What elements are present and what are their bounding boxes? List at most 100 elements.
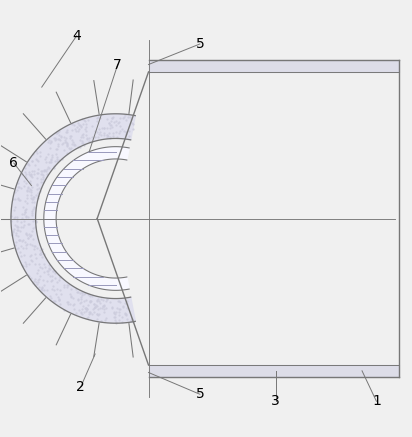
Point xyxy=(15,223,22,230)
Point xyxy=(23,192,30,199)
Point xyxy=(128,318,135,325)
Point xyxy=(22,239,28,246)
Point xyxy=(101,132,108,139)
Point xyxy=(21,165,28,172)
Point xyxy=(33,181,40,188)
Point xyxy=(52,275,59,282)
Point xyxy=(31,277,37,284)
Point xyxy=(51,287,57,294)
Point xyxy=(88,298,95,305)
Point xyxy=(119,125,125,132)
Point xyxy=(100,302,106,309)
Point xyxy=(26,162,32,169)
Point xyxy=(94,128,101,135)
Point xyxy=(9,230,16,237)
Point xyxy=(124,301,131,308)
Point xyxy=(111,310,117,317)
Point xyxy=(46,265,53,272)
Point xyxy=(106,119,112,126)
Point xyxy=(59,156,65,163)
Point xyxy=(117,114,123,121)
Point xyxy=(28,208,35,215)
Point xyxy=(34,175,40,182)
Point xyxy=(54,156,61,163)
Point xyxy=(24,241,31,248)
Point xyxy=(37,272,43,279)
Point xyxy=(32,251,38,258)
Point xyxy=(28,171,35,178)
Point xyxy=(80,141,87,148)
Point xyxy=(91,128,98,135)
Point xyxy=(84,117,91,124)
Point xyxy=(122,116,129,123)
Point xyxy=(40,173,47,180)
Point xyxy=(36,247,43,254)
Point xyxy=(77,299,84,306)
Point xyxy=(75,295,81,302)
Point xyxy=(67,290,73,297)
Point xyxy=(33,155,39,162)
Point xyxy=(32,224,38,231)
Point xyxy=(56,273,63,280)
Point xyxy=(43,286,50,293)
Point xyxy=(34,267,41,274)
Polygon shape xyxy=(11,114,135,323)
Point xyxy=(104,295,110,302)
Point xyxy=(80,116,87,123)
Point xyxy=(32,218,39,225)
Point xyxy=(45,158,52,165)
Point xyxy=(56,274,63,281)
Point xyxy=(82,289,89,296)
Point xyxy=(15,195,21,202)
Point xyxy=(81,297,87,304)
Point xyxy=(74,288,81,295)
Point xyxy=(109,114,116,121)
Point xyxy=(26,188,32,195)
Point xyxy=(42,166,49,173)
Point xyxy=(63,139,69,146)
Point xyxy=(52,130,59,137)
Point xyxy=(71,141,77,148)
Point xyxy=(55,277,62,284)
Point xyxy=(29,158,35,165)
Text: 5: 5 xyxy=(195,37,204,51)
Point xyxy=(75,127,82,134)
Point xyxy=(36,275,42,282)
Point xyxy=(109,132,116,139)
Point xyxy=(130,318,137,325)
Point xyxy=(78,123,84,130)
Point xyxy=(62,135,69,142)
Point xyxy=(32,276,38,283)
Point xyxy=(46,262,53,269)
Point xyxy=(120,128,127,135)
Point xyxy=(23,199,30,206)
Point xyxy=(14,227,20,234)
Point xyxy=(109,304,116,311)
Point xyxy=(33,192,40,199)
Point xyxy=(27,232,34,239)
Point xyxy=(30,196,37,203)
Point xyxy=(30,280,37,287)
Point xyxy=(49,282,56,289)
Text: 1: 1 xyxy=(372,394,381,408)
Point xyxy=(98,296,104,303)
Point xyxy=(14,223,20,230)
Point xyxy=(87,310,94,317)
Point xyxy=(9,231,16,238)
Point xyxy=(82,305,89,312)
Point xyxy=(27,178,33,185)
Point xyxy=(35,165,41,172)
Point xyxy=(61,282,67,289)
Point xyxy=(52,269,59,276)
Point xyxy=(55,143,61,150)
Point xyxy=(33,148,40,155)
Point xyxy=(122,299,129,306)
Point xyxy=(76,307,82,314)
Point xyxy=(124,305,130,312)
Point xyxy=(87,297,93,304)
Point xyxy=(19,238,26,245)
Point xyxy=(73,286,80,293)
Point xyxy=(97,128,103,135)
Point xyxy=(77,121,84,128)
Point xyxy=(29,167,36,174)
